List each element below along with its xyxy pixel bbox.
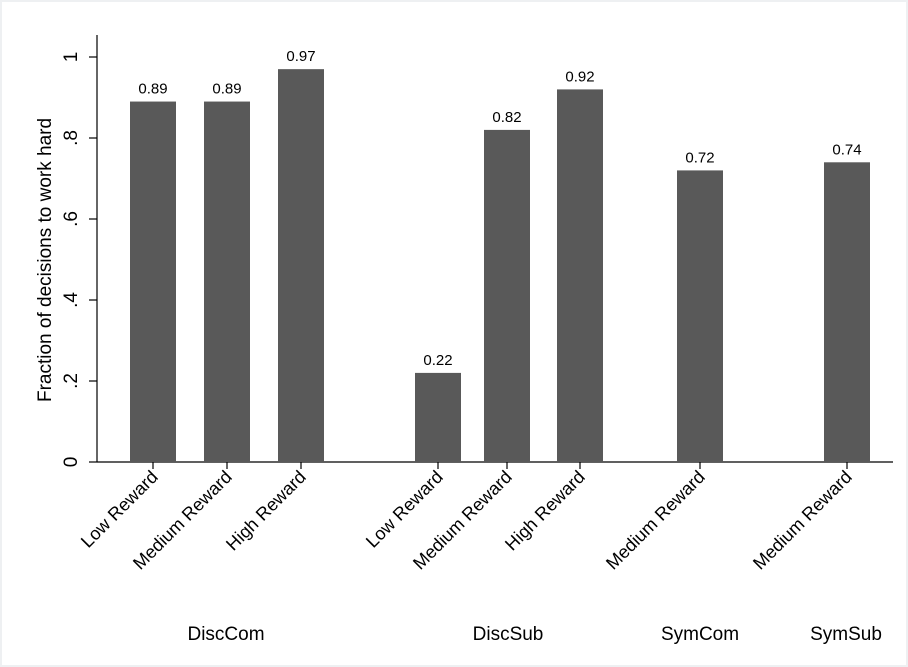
y-tick-label: .6 [61, 211, 82, 227]
data-label: 0.72 [685, 149, 714, 166]
data-label: 0.22 [423, 352, 452, 369]
y-tick-label: .2 [61, 373, 82, 389]
group-label: DiscSub [473, 624, 544, 645]
bar [557, 89, 603, 463]
group-label: SymCom [661, 624, 739, 645]
bar [484, 129, 530, 462]
data-label: 0.92 [565, 68, 594, 85]
group-label: SymSub [810, 624, 882, 645]
y-tick-label: .8 [61, 130, 82, 146]
y-tick-label: 0 [61, 457, 82, 468]
bar [278, 69, 324, 463]
y-tick-label: .4 [61, 292, 82, 308]
bar [677, 170, 723, 462]
y-tick-label: 1 [61, 52, 82, 63]
y-axis-label: Fraction of decisions to work hard [35, 118, 56, 402]
data-label: 0.89 [212, 81, 241, 98]
data-label: 0.89 [138, 81, 167, 98]
bar [204, 101, 250, 463]
data-label: 0.82 [492, 109, 521, 126]
data-label: 0.97 [286, 48, 315, 65]
bar [824, 162, 870, 463]
group-label: DiscCom [187, 624, 264, 645]
bar [130, 101, 176, 463]
bar [415, 372, 461, 462]
data-label: 0.74 [832, 141, 861, 158]
